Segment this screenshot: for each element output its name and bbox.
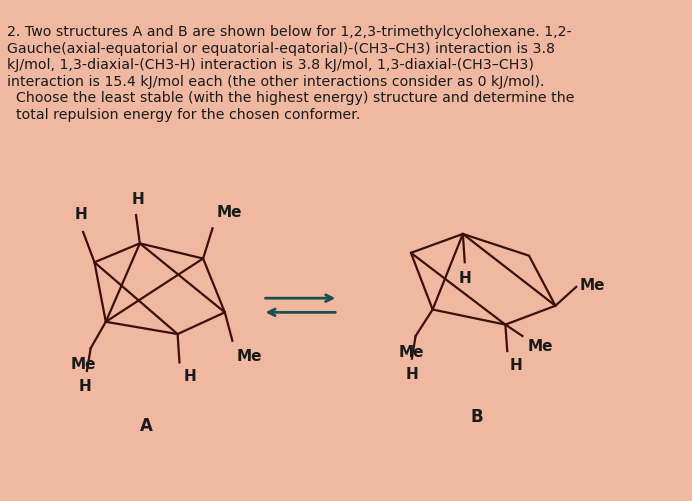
Text: Me: Me bbox=[236, 349, 262, 364]
Text: 2. Two structures A and B are shown below for 1,2,3-trimethylcyclohexane. 1,2-: 2. Two structures A and B are shown belo… bbox=[7, 25, 572, 39]
Text: H: H bbox=[75, 206, 88, 221]
Text: A: A bbox=[140, 416, 153, 434]
Text: H: H bbox=[131, 191, 145, 206]
Text: H: H bbox=[183, 368, 196, 383]
Text: interaction is 15.4 kJ/mol each (the other interactions consider as 0 kJ/mol).: interaction is 15.4 kJ/mol each (the oth… bbox=[7, 75, 544, 89]
Text: Me: Me bbox=[217, 204, 242, 219]
Text: H: H bbox=[509, 357, 522, 372]
Text: Me: Me bbox=[528, 338, 554, 353]
Text: H: H bbox=[79, 379, 91, 394]
Text: Me: Me bbox=[71, 356, 96, 371]
Text: Me: Me bbox=[580, 278, 606, 293]
Text: H: H bbox=[406, 366, 418, 381]
Text: Choose the least stable (with the highest energy) structure and determine the: Choose the least stable (with the highes… bbox=[7, 91, 574, 105]
Text: kJ/mol, 1,3-diaxial-(CH3-H) interaction is 3.8 kJ/mol, 1,3-diaxial-(CH3–CH3): kJ/mol, 1,3-diaxial-(CH3-H) interaction … bbox=[7, 58, 534, 72]
Text: Gauche(axial-equatorial or equatorial-eqatorial)-(CH3–CH3) interaction is 3.8: Gauche(axial-equatorial or equatorial-eq… bbox=[7, 42, 554, 56]
Text: B: B bbox=[471, 407, 483, 425]
Text: H: H bbox=[458, 271, 471, 285]
Text: Me: Me bbox=[399, 344, 425, 359]
Text: total repulsion energy for the chosen conformer.: total repulsion energy for the chosen co… bbox=[7, 108, 360, 122]
